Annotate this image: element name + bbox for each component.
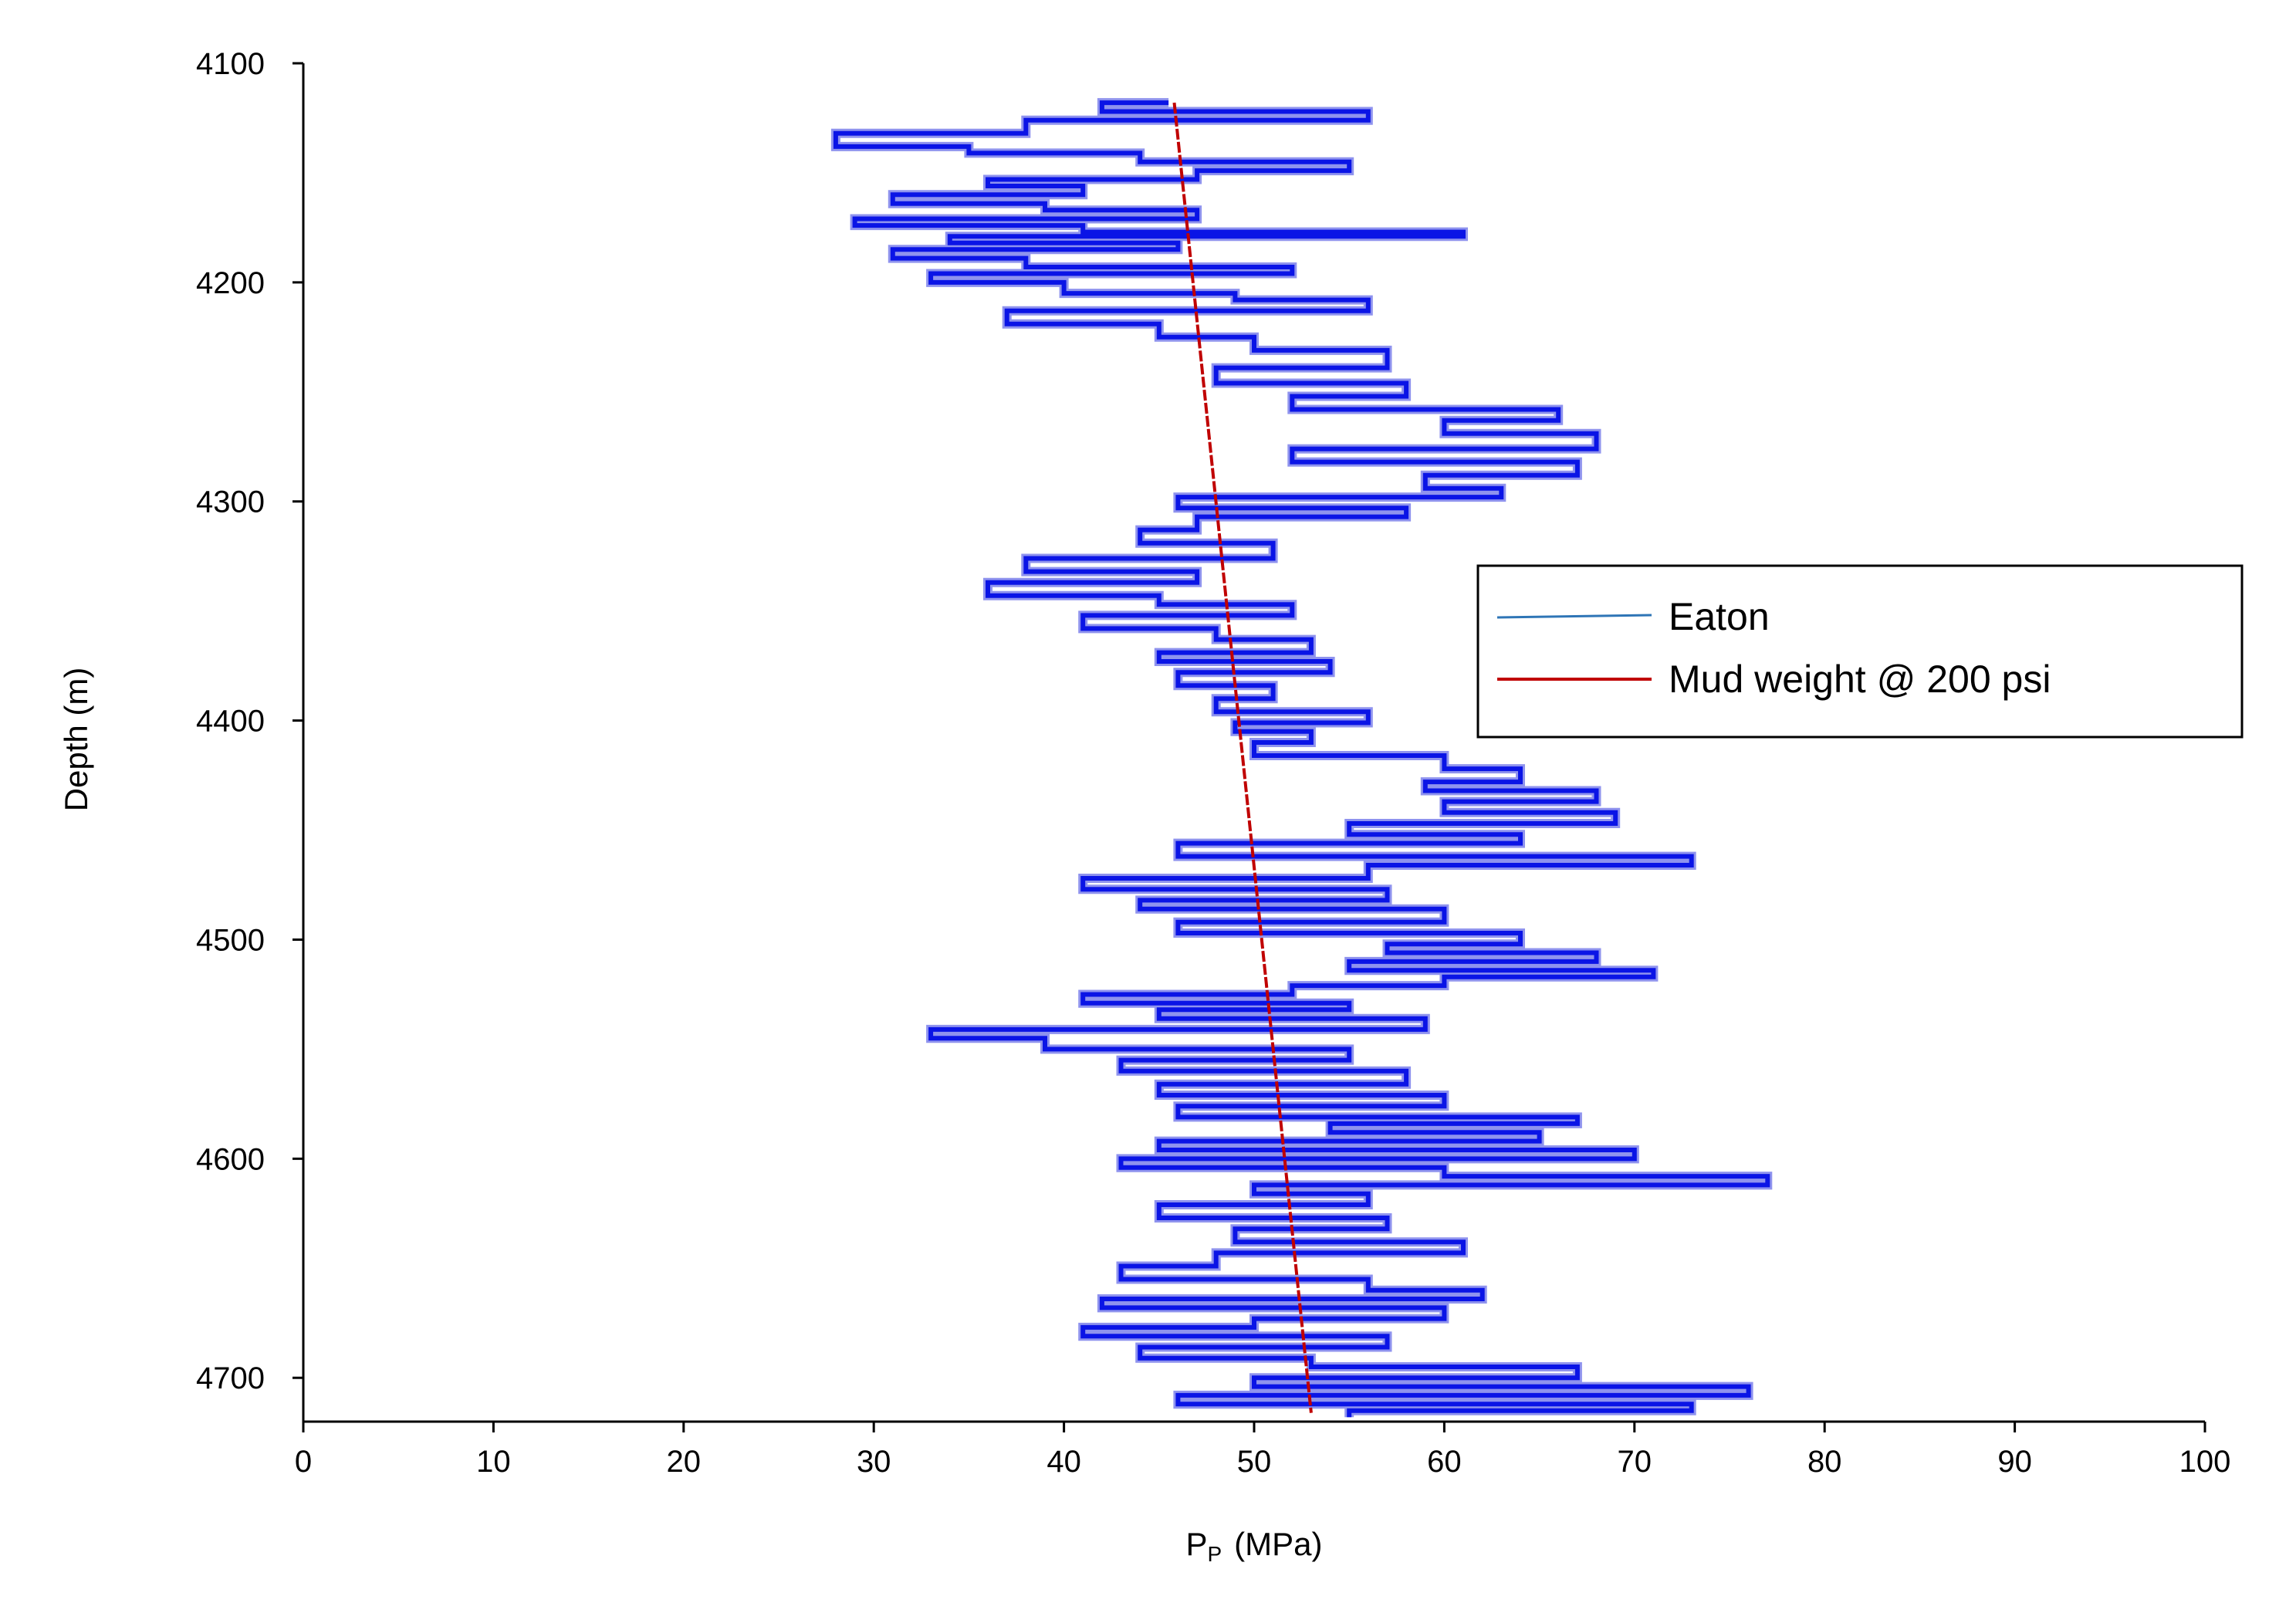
plot-area xyxy=(830,98,1773,1418)
series-mud-weight xyxy=(1172,102,1313,1413)
y-tick-label: 4300 xyxy=(196,485,265,519)
x-axis-title-main: P xyxy=(1185,1526,1207,1562)
x-axis-title: PP (MPa) xyxy=(1185,1526,1322,1566)
y-tick-label: 4500 xyxy=(196,923,265,957)
x-tick-label: 20 xyxy=(667,1445,702,1479)
y-tick-label: 4200 xyxy=(196,266,265,300)
x-tick-label: 90 xyxy=(1997,1445,2032,1479)
x-tick-label: 40 xyxy=(1047,1445,1081,1479)
y-tick-label: 4700 xyxy=(196,1361,265,1395)
eaton-line xyxy=(833,100,1770,1418)
x-axis-title-unit: (MPa) xyxy=(1234,1526,1322,1562)
x-tick-label: 80 xyxy=(1807,1445,1842,1479)
y-tick-label: 4600 xyxy=(196,1142,265,1176)
x-tick-label: 0 xyxy=(295,1445,312,1479)
y-axis-title: Depth (m) xyxy=(58,668,94,812)
x-tick-label: 60 xyxy=(1427,1445,1462,1479)
x-tick-label: 70 xyxy=(1618,1445,1652,1479)
mud-weight-line xyxy=(1172,102,1313,1413)
x-tick-label: 50 xyxy=(1237,1445,1272,1479)
x-tick-label: 100 xyxy=(2179,1445,2231,1479)
legend-swatch-eaton xyxy=(1496,614,1652,619)
series-eaton xyxy=(830,98,1773,1418)
x-tick-label: 10 xyxy=(476,1445,511,1479)
legend-label-eaton: Eaton xyxy=(1669,595,1770,638)
x-tick-label: 30 xyxy=(857,1445,891,1479)
legend: Eaton Mud weight @ 200 psi xyxy=(1476,564,2244,739)
legend-label-mud-weight: Mud weight @ 200 psi xyxy=(1669,658,2051,701)
axes: 0 10 20 30 40 50 60 70 80 90 100 4100 4200 4300 4400 45… xyxy=(196,47,2230,1479)
y-tick-label: 4400 xyxy=(196,705,265,739)
legend-box xyxy=(1476,564,2244,739)
x-axis-title-subscript: P xyxy=(1207,1542,1222,1566)
y-tick-label: 4100 xyxy=(196,47,265,81)
